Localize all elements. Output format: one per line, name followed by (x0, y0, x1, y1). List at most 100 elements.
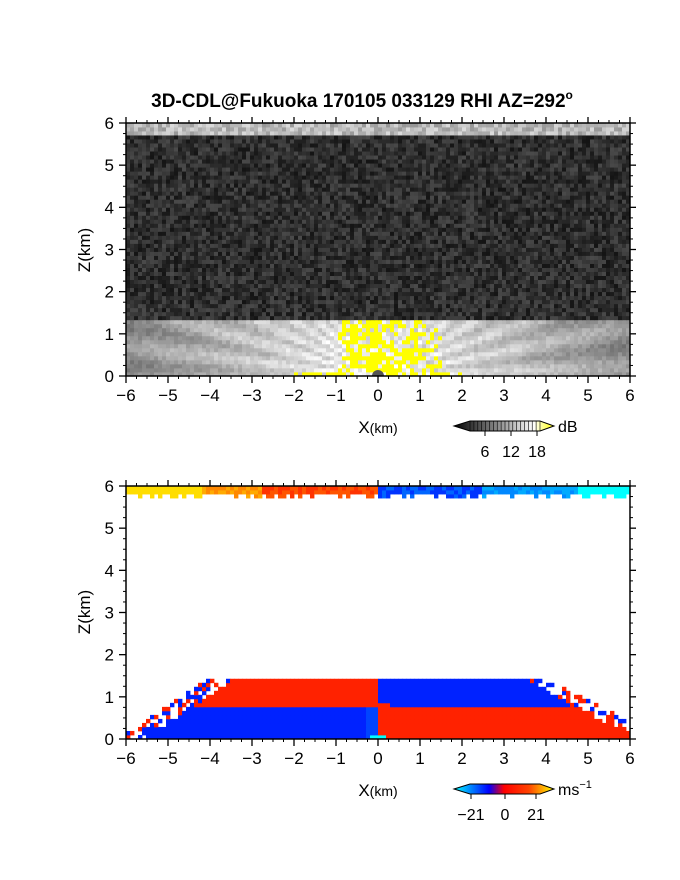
reflectivity-cell (490, 219, 495, 224)
reflectivity-cell (426, 279, 431, 285)
reflectivity-cell (346, 223, 351, 228)
reflectivity-cell (558, 219, 563, 224)
reflectivity-cell (358, 359, 363, 365)
reflectivity-cell (590, 295, 595, 301)
reflectivity-cell (242, 363, 247, 369)
reflectivity-cell (138, 219, 143, 224)
reflectivity-cell (410, 227, 415, 232)
reflectivity-cell (510, 347, 515, 353)
reflectivity-cell (266, 311, 271, 317)
reflectivity-cell (146, 275, 151, 281)
reflectivity-cell (154, 299, 159, 305)
reflectivity-cell (442, 367, 447, 373)
reflectivity-cell (262, 319, 267, 325)
reflectivity-cell (574, 367, 579, 373)
reflectivity-cell (214, 311, 219, 317)
reflectivity-cell (602, 279, 607, 285)
reflectivity-cell (318, 219, 323, 224)
reflectivity-cell (282, 331, 287, 337)
reflectivity-cell (434, 327, 439, 333)
reflectivity-cell (534, 295, 539, 301)
reflectivity-cell (566, 243, 571, 248)
reflectivity-cell (454, 299, 459, 305)
reflectivity-cell (166, 295, 171, 301)
reflectivity-cell (294, 227, 299, 232)
reflectivity-cell (174, 319, 179, 325)
reflectivity-cell (338, 259, 343, 264)
reflectivity-cell (370, 323, 375, 329)
reflectivity-cell (322, 255, 327, 260)
reflectivity-cell (602, 323, 607, 329)
reflectivity-cell (494, 359, 499, 365)
reflectivity-cell (450, 367, 455, 373)
reflectivity-cell (290, 287, 295, 293)
reflectivity-cell (426, 371, 431, 376)
reflectivity-cell (234, 259, 239, 264)
reflectivity-cell (318, 223, 323, 228)
reflectivity-cell (402, 263, 407, 268)
reflectivity-cell (378, 255, 383, 260)
reflectivity-cell (266, 371, 271, 376)
reflectivity-cell (382, 315, 387, 321)
reflectivity-cell (338, 315, 343, 321)
reflectivity-cell (462, 343, 467, 349)
reflectivity-cell (562, 343, 567, 349)
reflectivity-cell (414, 295, 419, 301)
reflectivity-cell (570, 363, 575, 369)
reflectivity-cell (318, 315, 323, 321)
reflectivity-cell (502, 351, 507, 357)
reflectivity-cell (306, 259, 311, 264)
reflectivity-cell (166, 231, 171, 236)
reflectivity-cell (250, 367, 255, 373)
reflectivity-cell (150, 315, 155, 321)
reflectivity-cell (378, 227, 383, 232)
reflectivity-cell (234, 335, 239, 341)
reflectivity-cell (294, 283, 299, 289)
reflectivity-cell (558, 295, 563, 301)
reflectivity-cell (422, 239, 427, 244)
reflectivity-cell (274, 251, 279, 256)
reflectivity-cell (610, 327, 615, 333)
reflectivity-cell (230, 299, 235, 305)
reflectivity-cell (170, 327, 175, 333)
reflectivity-cell (178, 303, 183, 309)
reflectivity-cell (234, 327, 239, 333)
reflectivity-cell (178, 227, 183, 232)
reflectivity-cell (490, 299, 495, 305)
reflectivity-cell (166, 347, 171, 353)
reflectivity-cell (334, 263, 339, 268)
reflectivity-cell (346, 287, 351, 293)
reflectivity-cell (574, 335, 579, 341)
reflectivity-cell (254, 359, 259, 365)
reflectivity-cell (558, 283, 563, 289)
reflectivity-cell (434, 339, 439, 345)
reflectivity-cell (466, 315, 471, 321)
reflectivity-cell (446, 271, 451, 277)
reflectivity-cell (146, 351, 151, 357)
reflectivity-cell (530, 323, 535, 329)
reflectivity-cell (626, 315, 630, 321)
reflectivity-cell (374, 367, 379, 373)
reflectivity-cell (210, 279, 215, 285)
reflectivity-cell (490, 247, 495, 252)
reflectivity-cell (466, 263, 471, 268)
reflectivity-cell (550, 247, 555, 252)
reflectivity-cell (510, 267, 515, 272)
reflectivity-cell (510, 299, 515, 305)
reflectivity-cell (526, 343, 531, 349)
reflectivity-cell (486, 263, 491, 268)
reflectivity-cell (526, 363, 531, 369)
reflectivity-cell (434, 307, 439, 313)
reflectivity-cell (170, 263, 175, 268)
reflectivity-cell (426, 359, 431, 365)
reflectivity-cell (406, 299, 411, 305)
reflectivity-cell (442, 331, 447, 337)
reflectivity-cell (238, 319, 243, 325)
reflectivity-cell (378, 359, 383, 365)
reflectivity-cell (310, 215, 315, 220)
reflectivity-cell (250, 259, 255, 264)
reflectivity-cell (242, 311, 247, 317)
reflectivity-cell (542, 223, 547, 228)
reflectivity-cell (126, 215, 131, 220)
reflectivity-cell (574, 279, 579, 285)
